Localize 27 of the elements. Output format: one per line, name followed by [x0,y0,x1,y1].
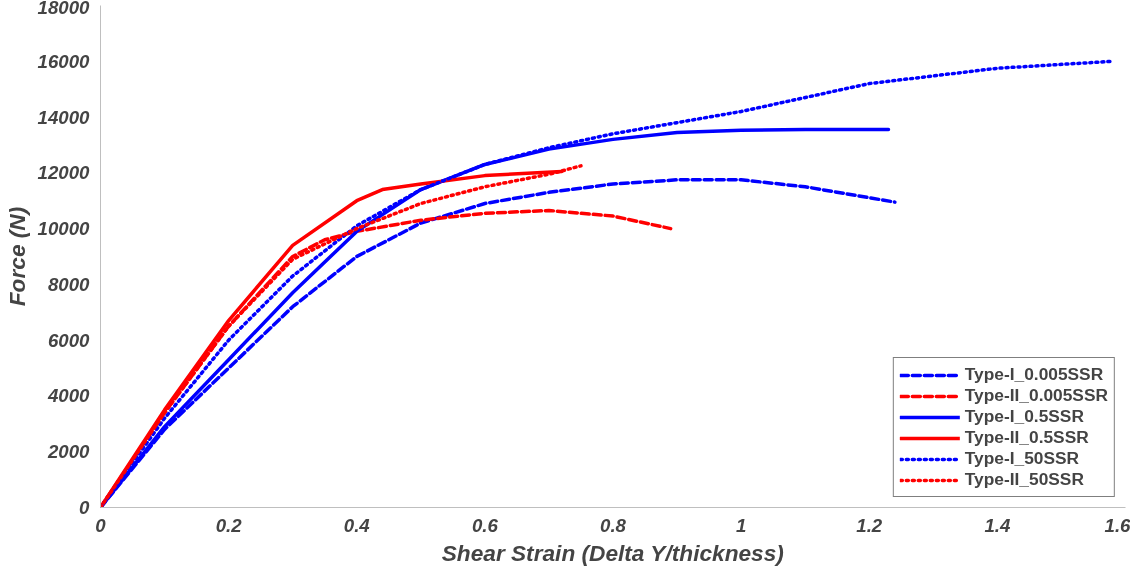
legend-label: Type-II_0.005SSR [964,385,1108,406]
x-tick-label: 0.8 [600,514,627,536]
x-tick-label: 0.2 [215,514,243,536]
x-tick-label: 1 [735,514,747,536]
y-tick-label: 10000 [37,218,91,240]
y-tick-label: 18000 [37,0,91,18]
x-tick-label: 0.6 [471,514,499,536]
y-tick-label: 2000 [47,441,91,463]
x-tick-label: 1.6 [1104,514,1132,536]
x-tick-label: 1.2 [856,514,883,536]
y-tick-label: 0 [79,497,91,518]
legend-label: Type-I_0.005SSR [964,364,1104,385]
x-tick-label: 0 [95,514,107,536]
legend-label: Type-II_0.5SSR [964,427,1089,448]
y-tick-label: 14000 [37,106,91,128]
y-tick-label: 6000 [48,329,91,351]
x-tick-label: 0.4 [343,514,371,536]
y-tick-label: 16000 [37,50,91,72]
y-tick-label: 4000 [47,385,91,407]
x-axis-title: Shear Strain (Delta Y/thickness) [441,539,784,566]
y-tick-label: 8000 [48,273,91,295]
y-axis-title: Force (N) [3,206,30,307]
legend-label: Type-I_0.5SSR [964,406,1084,427]
x-tick-label: 1.4 [984,514,1011,536]
y-tick-label: 12000 [37,162,91,184]
legend-label: Type-II_50SSR [964,469,1084,490]
legend-label: Type-I_50SSR [964,448,1080,469]
